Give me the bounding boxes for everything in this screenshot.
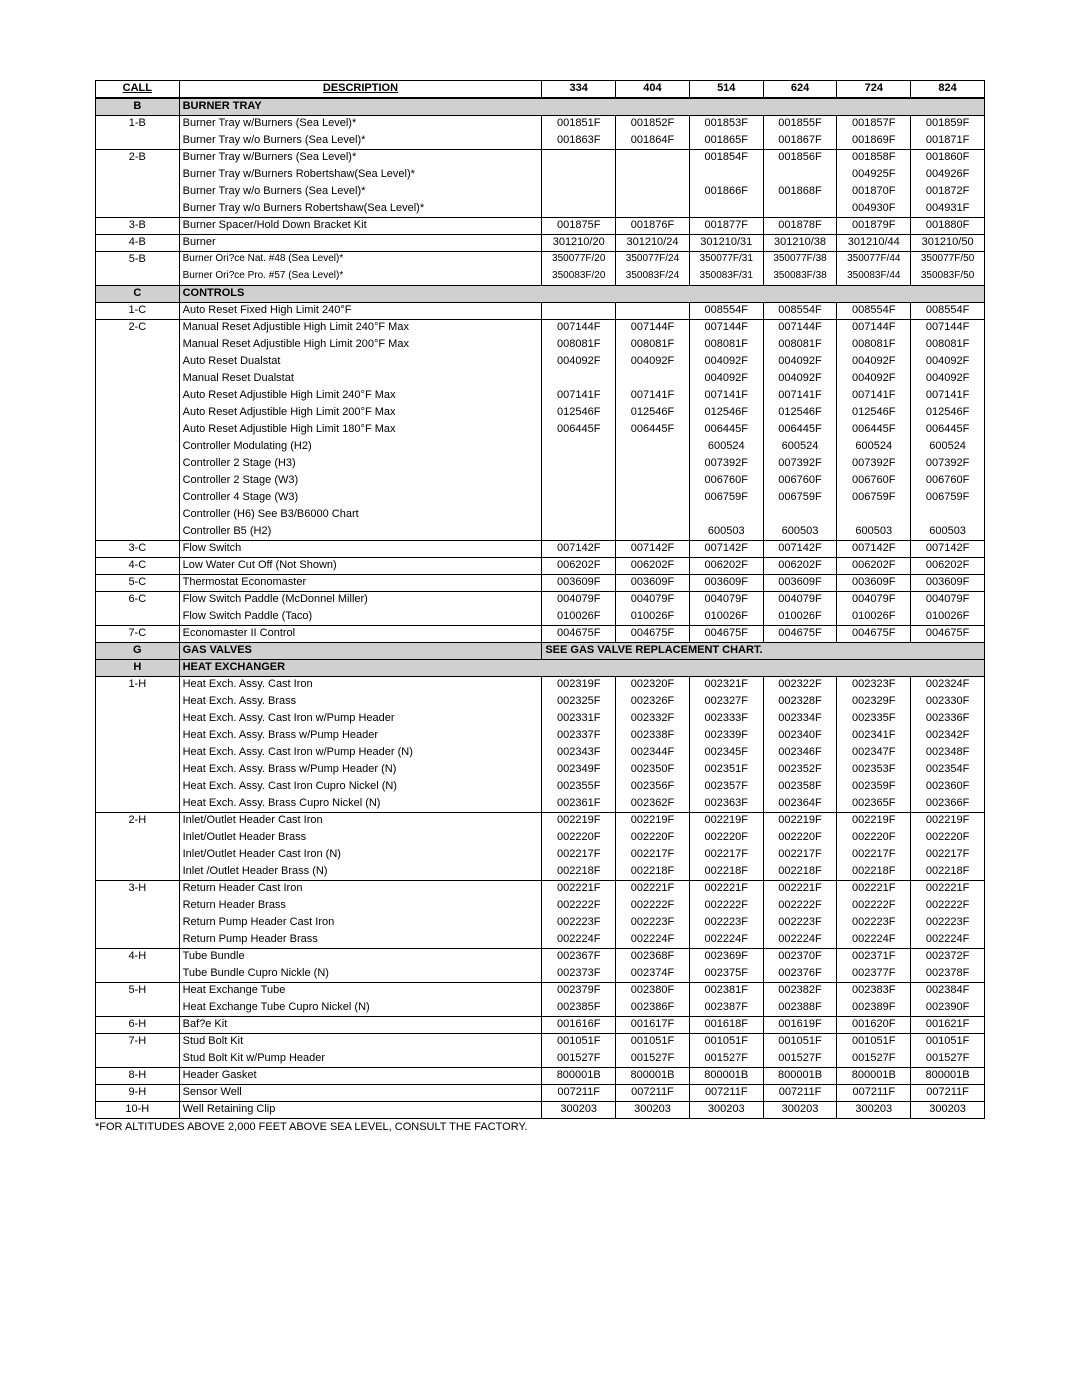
- table-row: Controller (H6) See B3/B6000 Chart: [96, 507, 985, 524]
- table-row: Heat Exch. Assy. Cast Iron Cupro Nickel …: [96, 779, 985, 796]
- parts-table: CALL DESCRIPTION 334 404 514 624 724 824…: [95, 80, 985, 1119]
- header-col-5: 824: [911, 81, 985, 99]
- section-row: BBURNER TRAY: [96, 98, 985, 116]
- table-row: Flow Switch Paddle (Taco)010026F010026F0…: [96, 609, 985, 626]
- table-row: Manual Reset Adjustible High Limit 200°F…: [96, 337, 985, 354]
- header-desc: DESCRIPTION: [179, 81, 542, 99]
- table-row: 3-HReturn Header Cast Iron002221F002221F…: [96, 881, 985, 898]
- table-row: 2-CManual Reset Adjustible High Limit 24…: [96, 320, 985, 337]
- table-row: 6-HBaf?e Kit001616F001617F001618F001619F…: [96, 1017, 985, 1034]
- table-row: 7-CEconomaster II Control004675F004675F0…: [96, 626, 985, 643]
- table-row: 1-BBurner Tray w/Burners (Sea Level)*001…: [96, 116, 985, 133]
- table-row: 1-HHeat Exch. Assy. Cast Iron002319F0023…: [96, 677, 985, 694]
- table-row: Controller B5 (H2)6005036005036005036005…: [96, 524, 985, 541]
- table-row: Heat Exch. Assy. Brass w/Pump Header (N)…: [96, 762, 985, 779]
- table-row: Inlet/Outlet Header Cast Iron (N)002217F…: [96, 847, 985, 864]
- table-row: Heat Exchange Tube Cupro Nickel (N)00238…: [96, 1000, 985, 1017]
- table-row: 2-HInlet/Outlet Header Cast Iron002219F0…: [96, 813, 985, 830]
- table-row: Heat Exch. Assy. Cast Iron w/Pump Header…: [96, 711, 985, 728]
- table-row: Auto Reset Adjustible High Limit 180°F M…: [96, 422, 985, 439]
- header-col-3: 624: [763, 81, 837, 99]
- header-call: CALL: [96, 81, 180, 99]
- table-row: 7-HStud Bolt Kit001051F001051F001051F001…: [96, 1034, 985, 1051]
- table-row: Return Pump Header Brass002224F002224F00…: [96, 932, 985, 949]
- table-row: Controller 2 Stage (W3)006760F006760F006…: [96, 473, 985, 490]
- table-row: Burner Tray w/o Burners (Sea Level)*0018…: [96, 133, 985, 150]
- table-row: 9-HSensor Well007211F007211F007211F00721…: [96, 1085, 985, 1102]
- table-row: 10-HWell Retaining Clip30020330020330020…: [96, 1102, 985, 1119]
- table-row: 5-HHeat Exchange Tube002379F002380F00238…: [96, 983, 985, 1000]
- table-row: Return Header Brass002222F002222F002222F…: [96, 898, 985, 915]
- table-row: Controller 4 Stage (W3)006759F006759F006…: [96, 490, 985, 507]
- section-row: HHEAT EXCHANGER: [96, 660, 985, 677]
- table-row: Burner Ori?ce Pro. #57 (Sea Level)*35008…: [96, 269, 985, 286]
- table-row: Auto Reset Adjustible High Limit 200°F M…: [96, 405, 985, 422]
- header-col-0: 334: [542, 81, 616, 99]
- section-row: CCONTROLS: [96, 286, 985, 303]
- table-row: 1-CAuto Reset Fixed High Limit 240°F0085…: [96, 303, 985, 320]
- table-row: 8-HHeader Gasket800001B800001B800001B800…: [96, 1068, 985, 1085]
- table-row: 4-BBurner301210/20301210/24301210/313012…: [96, 235, 985, 252]
- table-row: Auto Reset Adjustible High Limit 240°F M…: [96, 388, 985, 405]
- table-row: 5-CThermostat Economaster003609F003609F0…: [96, 575, 985, 592]
- table-row: 3-BBurner Spacer/Hold Down Bracket Kit00…: [96, 218, 985, 235]
- header-row: CALL DESCRIPTION 334 404 514 624 724 824: [96, 81, 985, 99]
- table-row: 6-CFlow Switch Paddle (McDonnel Miller)0…: [96, 592, 985, 609]
- header-col-4: 724: [837, 81, 911, 99]
- table-row: 5-BBurner Ori?ce Nat. #48 (Sea Level)*35…: [96, 252, 985, 269]
- table-row: Inlet /Outlet Header Brass (N)002218F002…: [96, 864, 985, 881]
- table-row: Auto Reset Dualstat004092F004092F004092F…: [96, 354, 985, 371]
- table-row: Heat Exch. Assy. Brass Cupro Nickel (N)0…: [96, 796, 985, 813]
- footnote: *FOR ALTITUDES ABOVE 2,000 FEET ABOVE SE…: [95, 1121, 985, 1133]
- table-row: Manual Reset Dualstat004092F004092F00409…: [96, 371, 985, 388]
- table-row: Burner Tray w/o Burners (Sea Level)*0018…: [96, 184, 985, 201]
- table-row: 4-HTube Bundle002367F002368F002369F00237…: [96, 949, 985, 966]
- section-row: GGAS VALVESSEE GAS VALVE REPLACEMENT CHA…: [96, 643, 985, 660]
- table-row: Burner Tray w/o Burners Robertshaw(Sea L…: [96, 201, 985, 218]
- header-col-1: 404: [616, 81, 690, 99]
- table-row: Stud Bolt Kit w/Pump Header001527F001527…: [96, 1051, 985, 1068]
- table-row: Controller Modulating (H2)60052460052460…: [96, 439, 985, 456]
- table-row: 2-BBurner Tray w/Burners (Sea Level)*001…: [96, 150, 985, 167]
- table-row: Inlet/Outlet Header Brass002220F002220F0…: [96, 830, 985, 847]
- table-row: Heat Exch. Assy. Cast Iron w/Pump Header…: [96, 745, 985, 762]
- table-row: Return Pump Header Cast Iron002223F00222…: [96, 915, 985, 932]
- table-row: Burner Tray w/Burners Robertshaw(Sea Lev…: [96, 167, 985, 184]
- table-row: Tube Bundle Cupro Nickle (N)002373F00237…: [96, 966, 985, 983]
- table-row: Heat Exch. Assy. Brass002325F002326F0023…: [96, 694, 985, 711]
- table-row: Heat Exch. Assy. Brass w/Pump Header0023…: [96, 728, 985, 745]
- header-col-2: 514: [689, 81, 763, 99]
- table-row: 3-CFlow Switch007142F007142F007142F00714…: [96, 541, 985, 558]
- table-row: Controller 2 Stage (H3)007392F007392F007…: [96, 456, 985, 473]
- table-row: 4-CLow Water Cut Off (Not Shown)006202F0…: [96, 558, 985, 575]
